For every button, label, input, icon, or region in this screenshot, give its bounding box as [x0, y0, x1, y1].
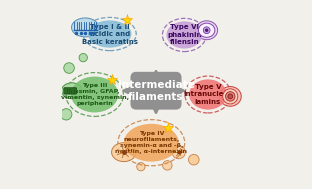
Ellipse shape: [196, 21, 217, 40]
Ellipse shape: [61, 83, 82, 99]
FancyBboxPatch shape: [130, 72, 182, 110]
Circle shape: [137, 163, 145, 171]
Text: Type IV
neurofilaments,
synemin-α and -β,
nestlin, α-internexin: Type IV neurofilaments, synemin-α and -β…: [115, 131, 187, 154]
Circle shape: [228, 94, 233, 99]
Circle shape: [61, 109, 72, 120]
Ellipse shape: [71, 18, 99, 37]
Circle shape: [163, 161, 172, 170]
Text: Type I & II
acidic and
Basic keratins: Type I & II acidic and Basic keratins: [82, 23, 138, 45]
Ellipse shape: [112, 143, 136, 162]
Circle shape: [203, 27, 210, 34]
Circle shape: [205, 29, 208, 32]
Text: Type III
desmin, GFAP,
vimentin, synemin,
peripherin: Type III desmin, GFAP, vimentin, synemin…: [61, 83, 129, 106]
Text: Intermediate
filaments: Intermediate filaments: [118, 80, 194, 101]
Text: Type V
Intranuclear
lamins: Type V Intranuclear lamins: [184, 84, 232, 105]
Ellipse shape: [124, 124, 179, 162]
FancyBboxPatch shape: [64, 88, 77, 94]
Ellipse shape: [71, 77, 118, 112]
Ellipse shape: [198, 23, 215, 37]
Circle shape: [223, 89, 238, 104]
Circle shape: [79, 53, 87, 62]
Ellipse shape: [189, 79, 227, 110]
Circle shape: [64, 63, 74, 73]
Ellipse shape: [166, 21, 202, 49]
Circle shape: [188, 154, 199, 165]
Text: Type VI
phakinin
filensin: Type VI phakinin filensin: [167, 24, 202, 46]
Circle shape: [226, 92, 235, 101]
Ellipse shape: [219, 87, 241, 106]
Circle shape: [172, 146, 185, 159]
Ellipse shape: [88, 20, 131, 48]
